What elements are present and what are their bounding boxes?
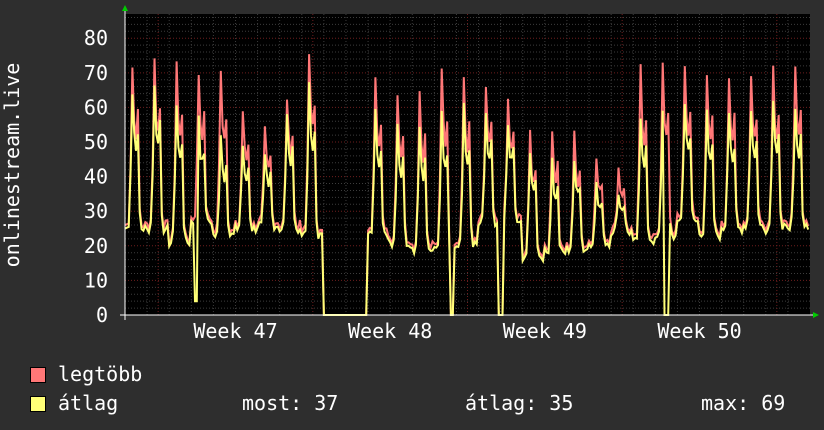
y-axis-title: onlinestream.live	[0, 63, 24, 268]
stat-current: most: 37	[242, 391, 339, 415]
avg-series-swatch	[30, 396, 46, 412]
y-axis-arrow	[122, 5, 128, 11]
y-tick-label: 80	[84, 26, 108, 50]
series-line-atlag	[124, 82, 810, 316]
y-tick-label: 40	[84, 165, 108, 189]
line-chart: 0 10 20 30 40 50 60 70 80 Week 47 Week 48 Week 49 We…	[0, 5, 819, 343]
avg-series-label: átlag	[58, 391, 119, 415]
stat-maximum: max: 69	[701, 391, 786, 415]
x-tick-label: Week 50	[657, 319, 741, 343]
y-tick-label: 70	[84, 61, 108, 85]
y-tick-label: 10	[84, 268, 108, 292]
legend-row-max: legtöbb	[30, 362, 810, 386]
y-tick-label: 50	[84, 130, 108, 154]
max-series-swatch	[30, 367, 46, 383]
x-tick-label: Week 48	[348, 319, 432, 343]
y-tick-label: 0	[96, 303, 108, 327]
x-tick-label: Week 49	[503, 319, 587, 343]
stat-average: átlag: 35	[465, 391, 574, 415]
y-tick-label: 60	[84, 95, 108, 119]
max-series-label: legtöbb	[58, 362, 143, 386]
x-tick-label: Week 47	[193, 319, 277, 343]
x-axis-arrow	[813, 312, 819, 318]
y-tick-label: 30	[84, 199, 108, 223]
y-tick-label: 20	[84, 234, 108, 258]
legend-row-avg: átlag most: 37 átlag: 35 max: 69	[30, 391, 810, 415]
